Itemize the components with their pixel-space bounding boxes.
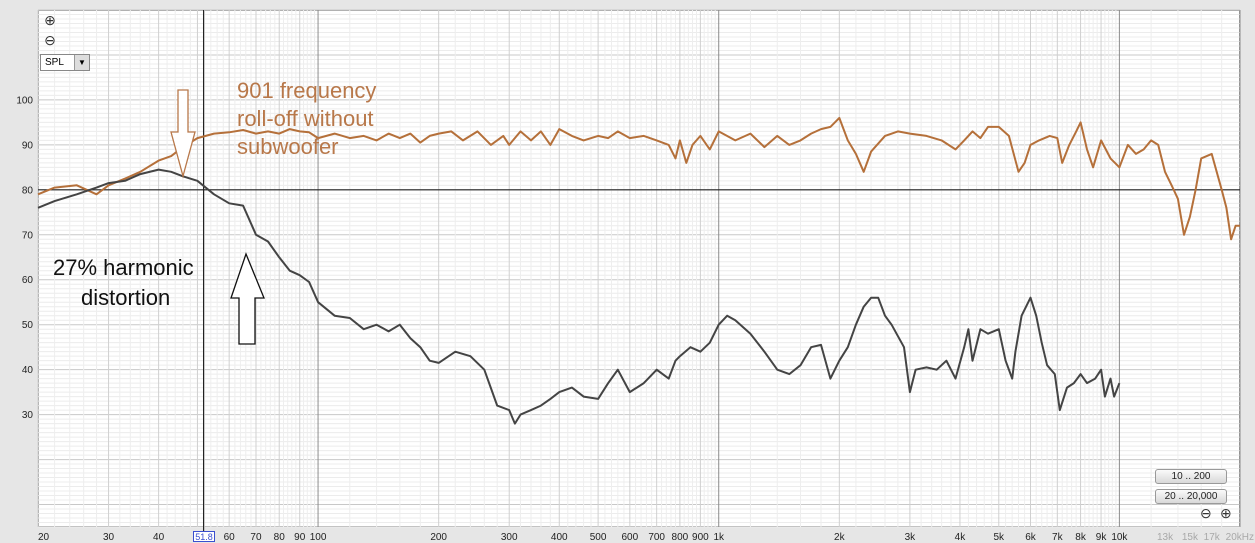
zoom-in-icon[interactable]: ⊕ [1220,505,1232,521]
x-tick-label: 70 [250,532,262,543]
x-tick-label: 600 [621,532,638,543]
x-tick-label: 80 [274,532,286,543]
x-tick-label: 90 [294,532,306,543]
y-tick-label: 90 [22,140,34,151]
y-tick-label: 60 [22,275,34,286]
y-tick-label: 80 [22,185,34,196]
annotation-rolloff-line-2: roll-off without [237,106,374,131]
x-tick-label: 2k [834,532,846,543]
x-tick-label: 7k [1052,532,1064,543]
y-tick-label: 50 [22,320,34,331]
series-lines [37,116,1240,425]
x-tick-label: 6k [1025,532,1037,543]
annotation-distortion-line-2: distortion [81,285,170,310]
zoom-out-icon[interactable]: ⊖ [1200,505,1212,521]
x-tick-label: 9k [1096,532,1108,543]
annotation-distortion-line-1: 27% harmonic [53,255,194,280]
grid [37,9,1241,528]
x-tick-label: 400 [551,532,568,543]
series-line-1 [37,116,1240,241]
chevron-down-icon[interactable]: ▼ [74,55,89,70]
zoom-in-icon[interactable]: ⊕ [44,12,56,28]
x-tick-label: 1k [713,532,725,543]
x-tick-label: 40 [153,532,165,543]
x-tick-label: 17k [1204,532,1221,543]
x-tick-label: 5k [993,532,1005,543]
x-tick-label: 20 [38,532,50,543]
range-20-20000-button[interactable]: 20 .. 20,000 [1155,489,1227,504]
x-tick-label: 500 [590,532,607,543]
y-tick-labels: 100 90 80 70 60 50 40 30 [16,95,33,421]
annotation-arrows [170,89,265,345]
annotation-distortion: 27% harmonic distortion [53,255,194,310]
x-tick-label: 8k [1075,532,1087,543]
x-tick-label: 700 [648,532,665,543]
y-tick-label: 70 [22,230,34,241]
annotation-rolloff: 901 frequency roll-off without subwoofer [237,78,376,159]
y-tick-label: 30 [22,410,34,421]
x-tick-label: 20kHz [1226,532,1254,543]
measurement-select-value: SPL [45,57,64,68]
x-tick-label: 200 [430,532,447,543]
x-tick-label: 60 [224,532,236,543]
annotation-rolloff-line-3: subwoofer [237,134,339,159]
measurement-select[interactable]: SPL ▼ [40,54,90,71]
cursor-frequency-readout[interactable]: 51.8 [193,531,215,542]
down-arrow-icon [170,89,196,179]
x-tick-label: 13k [1157,532,1174,543]
x-tick-label: 3k [905,532,917,543]
y-tick-label: 40 [22,365,34,376]
series-line-2 [37,168,1121,425]
annotation-rolloff-line-1: 901 frequency [237,78,376,103]
y-tick-label: 100 [16,95,33,106]
up-arrow-icon [230,252,265,345]
zoom-out-icon[interactable]: ⊖ [44,32,56,48]
x-tick-label: 10k [1111,532,1128,543]
x-tick-label: 800 [672,532,689,543]
x-tick-label: 100 [310,532,327,543]
range-10-200-button[interactable]: 10 .. 200 [1155,469,1227,484]
x-tick-label: 900 [692,532,709,543]
plot-area[interactable] [38,10,1240,527]
x-tick-labels: 20 30 40 60 70 80 90 100 200 300 400 500 600 700 800 90… [38,532,1254,543]
x-tick-label: 30 [103,532,115,543]
x-tick-label: 4k [955,532,967,543]
x-tick-label: 300 [501,532,518,543]
x-tick-label: 15k [1182,532,1199,543]
